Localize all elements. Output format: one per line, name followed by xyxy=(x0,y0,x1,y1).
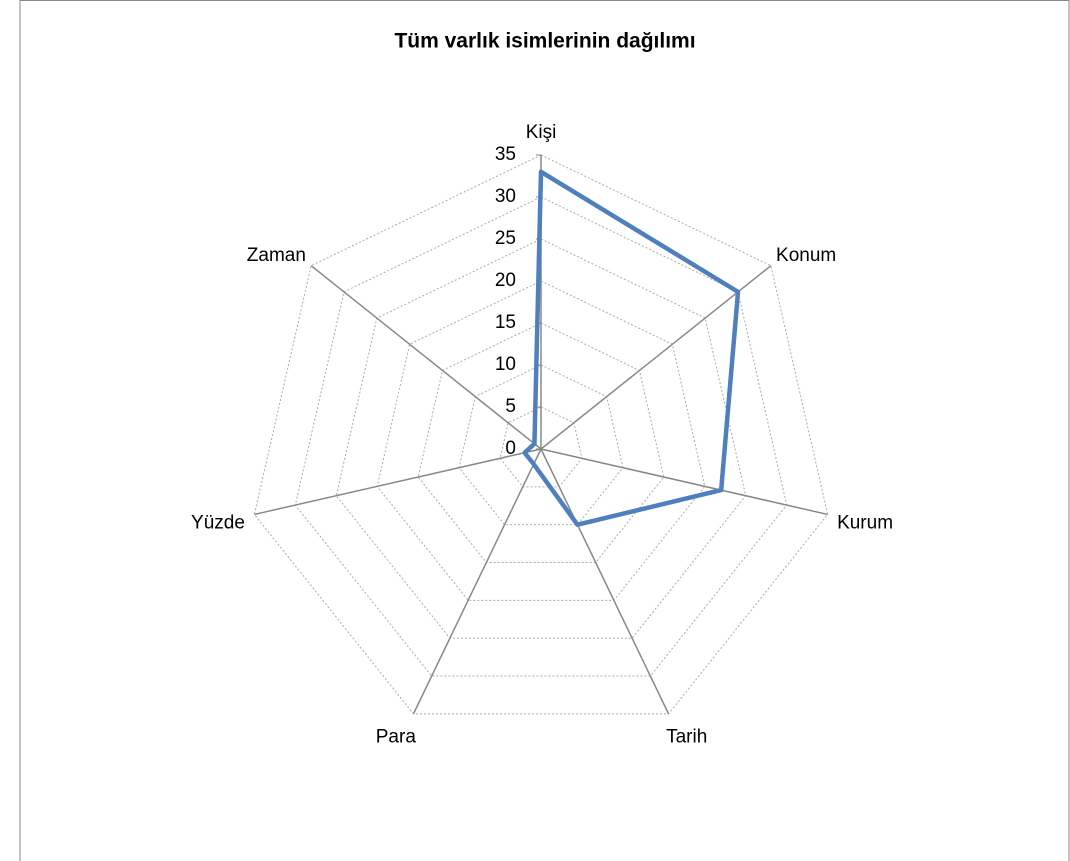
category-label: Para xyxy=(376,727,417,748)
category-label: Konum xyxy=(776,245,836,266)
y-tick-label: 10 xyxy=(495,354,516,375)
grid-line xyxy=(294,196,788,677)
category-label: Tarih xyxy=(666,727,707,748)
category-label: Yüzde xyxy=(191,512,245,533)
grid-line xyxy=(253,154,829,715)
chart-frame xyxy=(19,0,1070,861)
grid-line xyxy=(499,406,583,488)
y-tick-label: 0 xyxy=(505,438,516,459)
axis-line xyxy=(310,265,542,450)
axis-line xyxy=(540,448,670,715)
grid-line xyxy=(335,238,747,639)
category-label: Kişi xyxy=(526,122,557,143)
chart-title: Tüm varlık isimlerinin dağılımı xyxy=(394,30,695,53)
category-label: Zaman xyxy=(247,245,306,266)
y-tick-label: 15 xyxy=(495,312,516,333)
y-tick-label: 35 xyxy=(495,144,516,165)
axis-line xyxy=(540,265,772,450)
grid-line xyxy=(417,322,665,564)
axis-line xyxy=(540,448,828,516)
category-label: Kurum xyxy=(837,512,893,533)
axis-line xyxy=(254,448,542,516)
series-line xyxy=(522,169,741,527)
y-tick-label: 20 xyxy=(495,270,516,291)
y-tick-label: 5 xyxy=(505,396,516,417)
y-tick-label: 30 xyxy=(495,186,516,207)
grid-line xyxy=(458,364,624,526)
axis-line xyxy=(412,448,542,715)
y-tick-label: 25 xyxy=(495,228,516,249)
